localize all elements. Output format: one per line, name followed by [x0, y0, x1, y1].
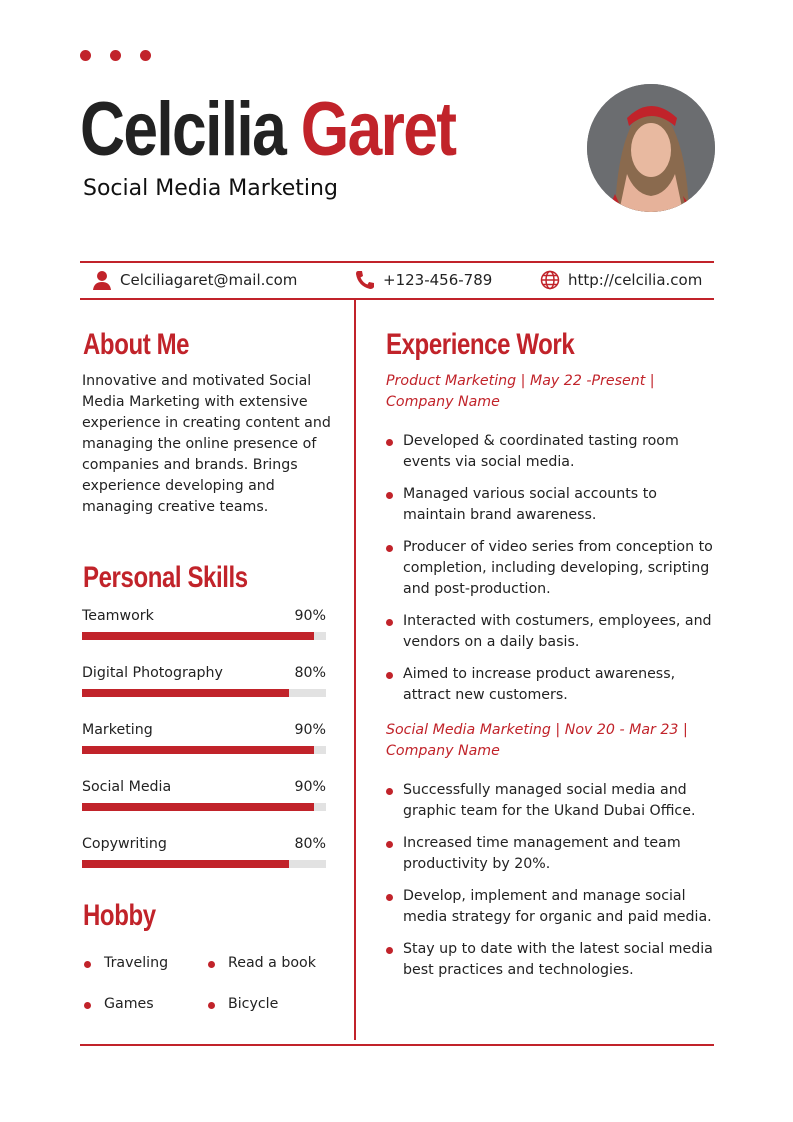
contact-website[interactable]: http://celcilia.com: [540, 270, 702, 290]
skill-value: 80%: [294, 836, 326, 852]
divider: [80, 298, 714, 300]
globe-icon: [540, 270, 560, 290]
decor-dot: [110, 50, 121, 61]
skill-value: 90%: [294, 608, 326, 624]
skill-bar-fill: [82, 803, 314, 811]
profile-photo: [587, 84, 715, 212]
skill-bar: [82, 632, 326, 640]
experience-bullet: Aimed to increase product awareness, att…: [386, 664, 716, 706]
full-name: Celcilia Garet: [80, 87, 457, 172]
skill-label: Copywriting: [82, 836, 167, 852]
skill-item: Social Media 90%: [82, 779, 326, 811]
column-divider: [354, 300, 356, 1040]
phone-icon: [356, 271, 374, 289]
decor-dot: [80, 50, 91, 61]
skill-value: 80%: [294, 665, 326, 681]
skill-value: 90%: [294, 722, 326, 738]
hobby-heading: Hobby: [83, 899, 156, 932]
skill-bar-fill: [82, 689, 290, 697]
contact-phone[interactable]: +123-456-789: [355, 270, 492, 290]
hobby-item: Games: [82, 996, 154, 1012]
experience-bullet: Interacted with costumers, employees, an…: [386, 611, 716, 653]
job-title: Product Marketing | May 22 -Present | Co…: [386, 373, 655, 410]
experience-heading: Experience Work: [386, 328, 575, 361]
skill-label: Teamwork: [82, 608, 154, 624]
contact-email[interactable]: Celciliagaret@mail.com: [92, 270, 297, 290]
skill-bar: [82, 860, 326, 868]
skill-bar-fill: [82, 746, 314, 754]
skill-label: Digital Photography: [82, 665, 223, 681]
job-role: Social Media Marketing: [83, 176, 338, 201]
about-heading: About Me: [83, 328, 190, 361]
skill-bar: [82, 746, 326, 754]
experience-list: Product Marketing | May 22 -Present | Co…: [386, 371, 716, 992]
divider: [80, 1044, 714, 1046]
about-text: Innovative and motivated Social Media Ma…: [82, 373, 331, 515]
experience-bullet: Successfully managed social media and gr…: [386, 780, 716, 822]
hobby-item: Read a book: [206, 955, 316, 971]
experience-bullet: Producer of video series from conception…: [386, 537, 716, 600]
experience-bullet: Stay up to date with the latest social m…: [386, 939, 716, 981]
decor-dot: [140, 50, 151, 61]
skill-bar-fill: [82, 632, 314, 640]
job-title: Social Media Marketing | Nov 20 - Mar 23…: [386, 722, 688, 759]
experience-bullet: Developed & coordinated tasting room eve…: [386, 431, 716, 473]
experience-bullet: Managed various social accounts to maint…: [386, 484, 716, 526]
skill-item: Teamwork 90%: [82, 608, 326, 640]
skill-bar-fill: [82, 860, 290, 868]
experience-bullet: Increased time management and team produ…: [386, 833, 716, 875]
skill-label: Social Media: [82, 779, 172, 795]
skill-value: 90%: [294, 779, 326, 795]
hobby-item: Traveling: [82, 955, 168, 971]
skill-item: Marketing 90%: [82, 722, 326, 754]
person-icon: [93, 271, 111, 290]
skill-bar: [82, 803, 326, 811]
skill-item: Copywriting 80%: [82, 836, 326, 868]
divider: [80, 261, 714, 263]
skill-label: Marketing: [82, 722, 153, 738]
skills-heading: Personal Skills: [83, 561, 248, 594]
skill-item: Digital Photography 80%: [82, 665, 326, 697]
skill-bar: [82, 689, 326, 697]
hobby-item: Bicycle: [206, 996, 278, 1012]
experience-bullet: Develop, implement and manage social med…: [386, 886, 716, 928]
